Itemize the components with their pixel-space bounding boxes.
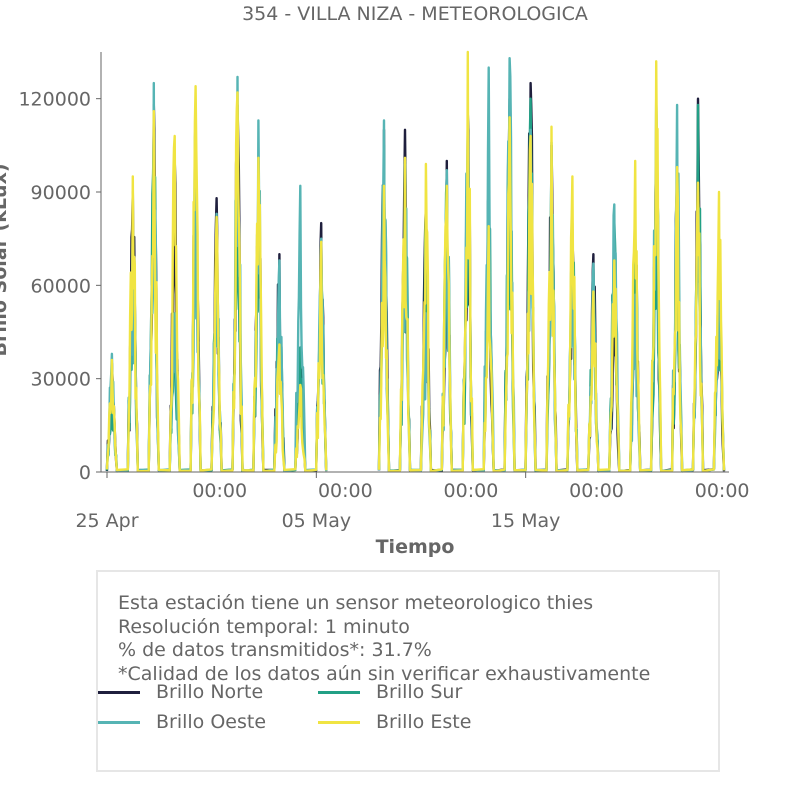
plot-area (105, 50, 726, 473)
legend-item-sur: Brillo Sur (318, 681, 462, 703)
info-station-text: Esta estación tiene un sensor meteorolog… (118, 592, 594, 614)
legend-swatch-norte (98, 690, 140, 694)
y-tick-label: 90000 (31, 182, 91, 204)
y-tick-label: 30000 (31, 369, 91, 391)
x-major-tick-label: 05 May (282, 510, 352, 532)
info-box: Esta estación tiene un sensor meteorolog… (96, 570, 720, 772)
legend-label-sur: Brillo Sur (376, 681, 463, 703)
chart-area: 354 - VILLA NIZA - METEOROLOGICA Brillo … (0, 3, 750, 558)
series-line-brillo-este (105, 50, 726, 473)
legend-swatch-este (318, 720, 360, 724)
x-major-tick-label: 25 Apr (75, 510, 138, 532)
y-axis-label: Brillo Solar (kLux) (0, 163, 11, 356)
legend-item-norte: Brillo Norte (98, 681, 263, 703)
legend-item-oeste: Brillo Oeste (98, 711, 266, 733)
y-tick-label: 120000 (18, 89, 91, 111)
x-minor-tick-label: 00:00 (318, 480, 373, 502)
info-quality-text: *Calidad de los datos aún sin verificar … (118, 663, 651, 685)
legend-item-este: Brillo Este (318, 711, 471, 733)
x-minor-tick-label: 00:00 (192, 480, 247, 502)
y-axis-label-group: Brillo Solar (kLux) (0, 163, 11, 356)
x-major-tick-label: 15 May (491, 510, 561, 532)
legend-swatch-oeste (98, 720, 140, 724)
chart-title: 354 - VILLA NIZA - METEOROLOGICA (242, 3, 588, 25)
axes: 0 30000 60000 90000 120000 25 Apr 05 May 15 May… (18, 52, 750, 532)
x-axis-label: Tiempo (376, 536, 455, 558)
info-resolution-text: Resolución temporal: 1 minuto (118, 616, 410, 638)
x-minor-tick-label: 00:00 (569, 480, 624, 502)
legend-swatch-sur (318, 690, 360, 694)
legend-label-norte: Brillo Norte (156, 681, 264, 703)
x-minor-tick-label: 00:00 (695, 480, 750, 502)
y-tick-label: 60000 (31, 275, 91, 297)
legend-label-este: Brillo Este (376, 711, 472, 733)
legend-label-oeste: Brillo Oeste (156, 711, 267, 733)
info-transmitted-text: % de datos transmitidos*: 31.7% (118, 639, 432, 661)
x-minor-tick-label: 00:00 (444, 480, 499, 502)
y-tick-label: 0 (79, 462, 91, 484)
